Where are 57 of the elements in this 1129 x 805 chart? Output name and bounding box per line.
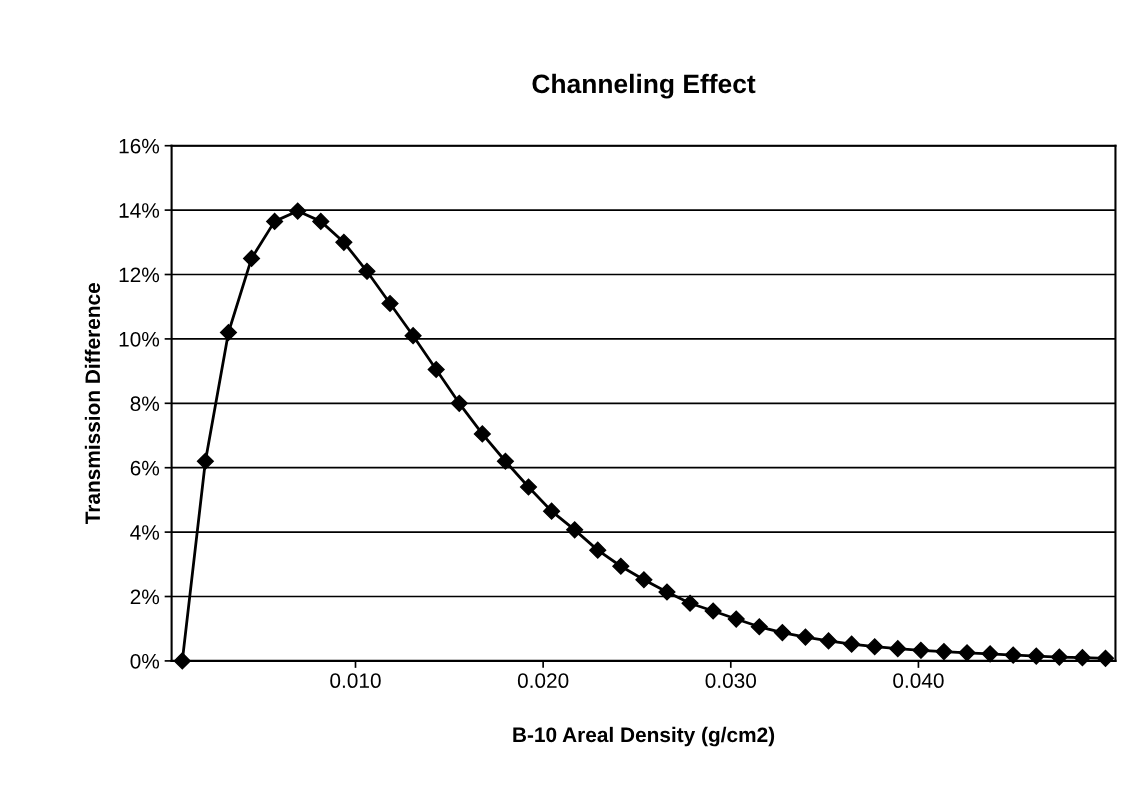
- point: [866, 638, 884, 656]
- point: [1004, 646, 1022, 664]
- point: [935, 643, 953, 661]
- point: [266, 212, 284, 230]
- point: [335, 233, 353, 251]
- x-axis-title: B-10 Areal Density (g/cm2): [513, 726, 775, 747]
- point: [427, 360, 445, 379]
- y-tick-label: 16%: [119, 138, 160, 154]
- point: [750, 618, 768, 636]
- point: [773, 624, 791, 642]
- point: [196, 452, 214, 470]
- point: [912, 641, 930, 659]
- point: [312, 212, 330, 230]
- point: [1027, 647, 1045, 665]
- point: [543, 502, 561, 520]
- point: [843, 635, 861, 653]
- point: [450, 394, 468, 412]
- point: [727, 610, 745, 628]
- point: [589, 541, 607, 559]
- point: [658, 583, 676, 601]
- point: [635, 571, 653, 589]
- y-tick-label: 2%: [130, 589, 160, 605]
- point: [889, 640, 907, 658]
- point: [981, 645, 999, 663]
- y-tick-label: 0%: [130, 653, 160, 669]
- point: [242, 249, 261, 267]
- point: [404, 327, 422, 345]
- y-tick-label: 8%: [130, 396, 160, 412]
- point: [819, 632, 838, 650]
- y-tick-label: 12%: [119, 267, 160, 283]
- y-tick-label: 4%: [130, 525, 160, 540]
- y-tick-label: 14%: [119, 203, 160, 218]
- x-tick-label: 0.010: [330, 673, 381, 689]
- y-axis-title: Transmission Difference: [84, 283, 101, 525]
- x-tick-label: 0.040: [893, 673, 944, 689]
- point: [796, 628, 815, 646]
- point: [1050, 648, 1068, 666]
- y-tick-label: 10%: [119, 331, 160, 347]
- point: [1096, 649, 1115, 667]
- chart-title: Channeling Effect: [532, 73, 756, 99]
- point: [519, 478, 538, 496]
- point: [496, 452, 514, 470]
- point: [381, 294, 399, 313]
- point: [566, 521, 584, 539]
- point: [704, 602, 722, 620]
- x-tick-label: 0.030: [705, 673, 757, 689]
- point: [473, 425, 491, 443]
- point: [1073, 649, 1091, 667]
- point: [958, 644, 976, 662]
- x-tick-label: 0.020: [517, 673, 569, 689]
- point: [289, 202, 307, 220]
- point: [173, 652, 191, 670]
- point: [358, 262, 376, 280]
- point: [219, 323, 238, 342]
- point: [681, 594, 699, 612]
- y-tick-label: 6%: [130, 460, 160, 476]
- point: [612, 557, 630, 575]
